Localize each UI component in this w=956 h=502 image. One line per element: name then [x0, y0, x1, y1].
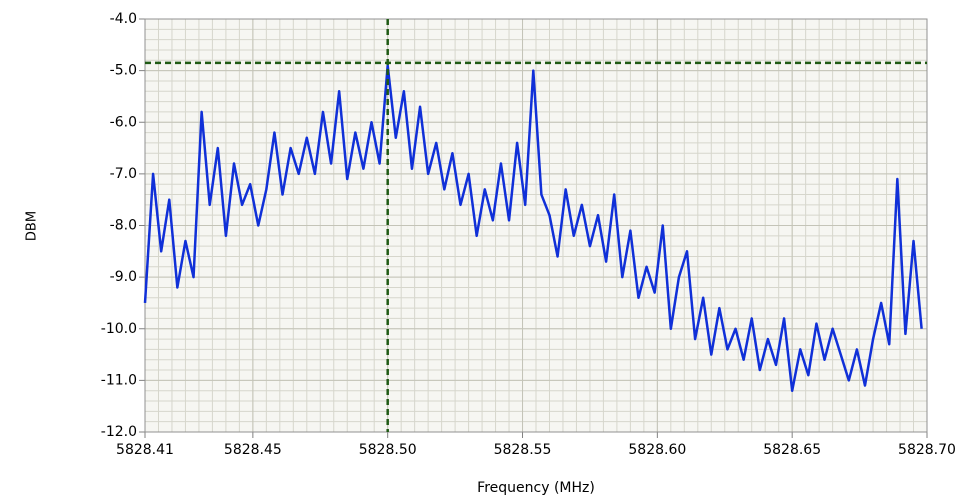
y-tick-label: -8.0	[110, 218, 137, 234]
y-tick-label: -7.0	[110, 166, 137, 182]
y-tick-label: -12.0	[101, 424, 137, 440]
x-tick-label: 5828.60	[628, 442, 686, 458]
x-axis-label: Frequency (MHz)	[477, 480, 595, 496]
x-tick-label: 5828.45	[224, 442, 282, 458]
plot-frame	[144, 18, 928, 433]
y-tick-label: -4.0	[110, 11, 137, 27]
x-tick-label: 5828.41	[116, 442, 174, 458]
x-tick-label: 5828.70	[898, 442, 956, 458]
data-line	[143, 64, 923, 392]
x-tick-label: 5828.50	[359, 442, 417, 458]
y-tick-label: -5.0	[110, 63, 137, 79]
x-tick-label: 5828.65	[763, 442, 821, 458]
y-tick-label: -6.0	[110, 114, 137, 130]
y-tick-label: -9.0	[110, 269, 137, 285]
x-tick-label: 5828.55	[494, 442, 552, 458]
y-axis-label: DBM	[25, 211, 40, 241]
y-tick-label: -10.0	[101, 321, 137, 337]
y-tick-label: -11.0	[101, 372, 137, 388]
